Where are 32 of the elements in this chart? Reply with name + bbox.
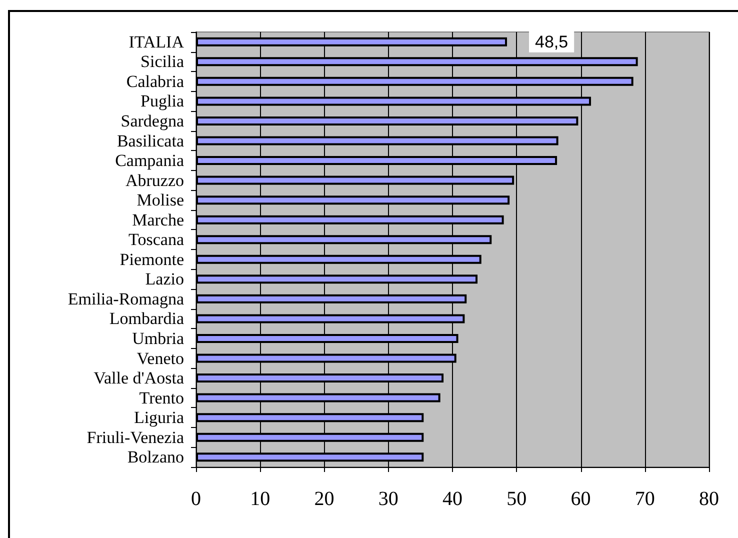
- y-tick-label: Lombardia: [109, 309, 184, 328]
- x-tick-label: 60: [570, 488, 591, 510]
- y-tick-label: Emilia-Romagna: [68, 289, 184, 308]
- y-tick-label: Calabria: [126, 72, 184, 91]
- y-tick-label: Lazio: [145, 270, 184, 289]
- x-tick-label: 80: [699, 488, 719, 510]
- y-tick-label: Friuli-Venezia: [86, 428, 184, 447]
- y-tick-label: Campania: [115, 151, 184, 170]
- x-tick-label: 70: [634, 488, 655, 510]
- y-tick-label: Toscana: [128, 230, 184, 250]
- x-tick-label: 30: [378, 488, 398, 510]
- y-tick-label: Trento: [139, 388, 184, 408]
- x-tick-label: 0: [191, 488, 201, 510]
- y-tick-label: Sardegna: [120, 111, 184, 130]
- y-tick-label: Puglia: [140, 92, 184, 111]
- y-tick-label: Valle d'Aosta: [94, 368, 184, 388]
- y-tick-label: Bolzano: [127, 448, 184, 467]
- y-tick-label: Abruzzo: [125, 170, 184, 190]
- y-tick-label: Marche: [132, 210, 184, 230]
- x-tick-label: 50: [506, 488, 527, 510]
- y-tick-label: Liguria: [134, 408, 184, 428]
- y-tick-label: Piemonte: [120, 250, 184, 269]
- y-tick-label: Sicilia: [140, 52, 184, 72]
- y-tick-label: Umbria: [132, 328, 184, 348]
- y-tick-label: Veneto: [136, 348, 184, 368]
- y-tick-label: ITALIA: [128, 32, 185, 52]
- x-tick-label: 10: [250, 488, 270, 510]
- y-tick-label: Basilicata: [116, 131, 184, 150]
- y-tick-label: Molise: [136, 190, 184, 210]
- data-label: 48,5: [535, 32, 568, 52]
- x-tick-label: 20: [314, 488, 334, 510]
- x-tick-label: 40: [442, 488, 462, 510]
